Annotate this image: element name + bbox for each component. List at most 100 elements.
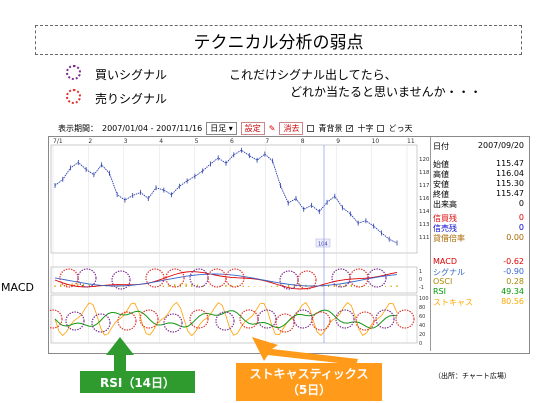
macd-signal-circle bbox=[297, 270, 317, 290]
dokoten-toggle-label: どっ天 bbox=[388, 123, 413, 133]
macd-panel bbox=[50, 266, 418, 294]
indicator-row-value: 0.28 bbox=[506, 277, 524, 286]
margin-row-key: 信売残 bbox=[433, 224, 457, 233]
price-tick-label: 118 bbox=[419, 170, 429, 176]
rsi-tick-label: 0 bbox=[419, 341, 422, 347]
rsi-signal-circle bbox=[215, 311, 235, 331]
ohlc-row-value: 115.47 bbox=[496, 159, 524, 168]
ohlc-row: 出来高 0 bbox=[431, 199, 526, 209]
chart-info-panel: 日付 2007/09/20 始値 115.47 高値 116.04 安値 115.30 終値… bbox=[430, 137, 529, 351]
rsi-tick-label: 80 bbox=[419, 305, 425, 311]
month-tick-label: 9 bbox=[336, 138, 340, 145]
volume-tag-box bbox=[315, 238, 331, 248]
macd-tick-label: 0 bbox=[419, 277, 422, 283]
price-series-line bbox=[54, 149, 398, 244]
indicator-row-value: -0.62 bbox=[503, 257, 524, 266]
stock-chart-frame: 7/1 2 3 4 5 6 7 8 9 10 11 120 118 117 116 114 113 111 104 1… bbox=[48, 136, 530, 354]
erase-button[interactable]: 消去 bbox=[279, 121, 304, 135]
ohlc-row: 終値 115.47 bbox=[431, 189, 526, 199]
price-tick-label: 117 bbox=[419, 183, 429, 189]
rsi-tick-label: 100 bbox=[419, 296, 429, 302]
rsi-signal-circle bbox=[293, 309, 313, 329]
macd-signal-circle bbox=[189, 268, 209, 288]
rsi-tick-label: 40 bbox=[419, 323, 425, 329]
indicator-row: RSI 49.34 bbox=[431, 287, 526, 297]
ohlc-row: 始値 115.47 bbox=[431, 159, 526, 169]
margin-row-key: 信買残 bbox=[433, 214, 457, 223]
bg-toggle-label: 青背景 bbox=[318, 123, 343, 133]
buy-signal-legend-label: 買いシグナル bbox=[95, 68, 168, 82]
info-date-label: 日付 bbox=[433, 142, 449, 151]
bg-checkbox[interactable] bbox=[307, 124, 315, 132]
rsi-signal-circle bbox=[335, 309, 355, 329]
macd-signal-circle bbox=[367, 268, 387, 288]
volume-tag-label: 104 bbox=[318, 242, 328, 248]
sell-signal-legend-label: 売りシグナル bbox=[95, 92, 168, 106]
price-tick-label: 113 bbox=[419, 222, 429, 228]
macd-signal-line bbox=[54, 273, 398, 287]
price-panel bbox=[50, 144, 418, 254]
buy-signal-legend-icon bbox=[66, 65, 81, 80]
interval-select[interactable]: 日足 ▾ bbox=[206, 121, 237, 135]
margin-row: 信売残 0 bbox=[431, 223, 526, 233]
ohlc-row: 安値 115.30 bbox=[431, 179, 526, 189]
period-value: 2007/01/04 - 2007/11/16 bbox=[102, 123, 203, 133]
indicator-row-key: シグナル bbox=[433, 268, 465, 277]
margin-row: 貸借倍率 0.00 bbox=[431, 233, 526, 243]
month-tick-label: 8 bbox=[301, 138, 305, 145]
rsi-callout: RSI（14日） bbox=[80, 371, 195, 393]
macd-signal-circle bbox=[165, 268, 185, 288]
info-date-value: 2007/09/20 bbox=[477, 141, 524, 150]
month-tick-label: 4 bbox=[159, 138, 163, 145]
indicator-row-key: RSI bbox=[433, 287, 446, 296]
indicator-row-value: -0.90 bbox=[503, 267, 524, 276]
rsi-signal-circle bbox=[275, 313, 295, 333]
rsi-signal-circle bbox=[239, 309, 259, 329]
macd-tick-label: -1 bbox=[419, 285, 424, 291]
indicator-row: MACD -0.62 bbox=[431, 257, 526, 267]
macd-signal-circle bbox=[145, 268, 165, 288]
indicator-row-value: 80.56 bbox=[501, 297, 524, 306]
rsi-signal-circle bbox=[91, 313, 111, 333]
rsi-signal-circle bbox=[189, 309, 209, 329]
rsi-signal-circle bbox=[257, 309, 277, 329]
indicator-row-key: MACD bbox=[433, 257, 457, 266]
settings-button[interactable]: 設定 bbox=[240, 121, 265, 135]
price-tick-label: 111 bbox=[419, 235, 429, 241]
indicator-row-key: ストキャス bbox=[433, 298, 473, 307]
indicator-row-value: 49.34 bbox=[501, 287, 524, 296]
crosshair-checkbox[interactable]: ✓ bbox=[346, 123, 354, 132]
slide-title-box: テクニカル分析の弱点 bbox=[35, 25, 522, 55]
dokoten-checkbox[interactable] bbox=[377, 124, 385, 132]
ohlc-row: 高値 116.04 bbox=[431, 169, 526, 179]
macd-signal-circle bbox=[59, 268, 79, 288]
month-tick-label: 6 bbox=[230, 138, 234, 145]
macd-signal-circle bbox=[77, 268, 97, 288]
erase-pen-icon: ✎ bbox=[268, 123, 276, 133]
comment-line-1: これだけシグナル出してたら、 bbox=[229, 68, 397, 82]
rsi-pointer-arrow-icon bbox=[106, 337, 134, 373]
rsi-signal-circle bbox=[375, 309, 395, 329]
rsi-signal-circle bbox=[163, 313, 183, 333]
ohlc-row-value: 0 bbox=[518, 199, 524, 208]
price-tick-label: 116 bbox=[419, 196, 429, 202]
indicator-row-key: OSCI bbox=[433, 277, 453, 286]
rsi-signal-circle bbox=[355, 311, 375, 331]
rsi-signal-circle bbox=[395, 309, 415, 329]
stock-chart-canvas[interactable]: 7/1 2 3 4 5 6 7 8 9 10 111201181171161141131111041… bbox=[49, 137, 429, 351]
price-tick-label: 114 bbox=[419, 209, 429, 215]
margin-row-value: 0 bbox=[518, 223, 524, 232]
rsi-signal-circle bbox=[49, 309, 63, 329]
rsi-line bbox=[54, 309, 398, 329]
rsi-signal-circle bbox=[65, 311, 85, 331]
macd-signal-circle bbox=[225, 268, 245, 288]
ohlc-row-value: 115.30 bbox=[496, 179, 524, 188]
margin-row-value: 0.00 bbox=[506, 233, 524, 242]
macd-signal-circle bbox=[111, 270, 131, 290]
chart-toolbar: 表示期間： 2007/01/04 - 2007/11/16 日足 ▾ 設定 ✎ … bbox=[58, 121, 412, 135]
month-tick-label: 7/1 bbox=[53, 138, 63, 145]
stoch-callout-line-1: ストキャスティックス bbox=[249, 367, 369, 381]
margin-row-value: 0 bbox=[518, 213, 524, 222]
rsi-signal-circle bbox=[117, 311, 137, 331]
indicator-row: ストキャス 80.56 bbox=[431, 297, 526, 307]
